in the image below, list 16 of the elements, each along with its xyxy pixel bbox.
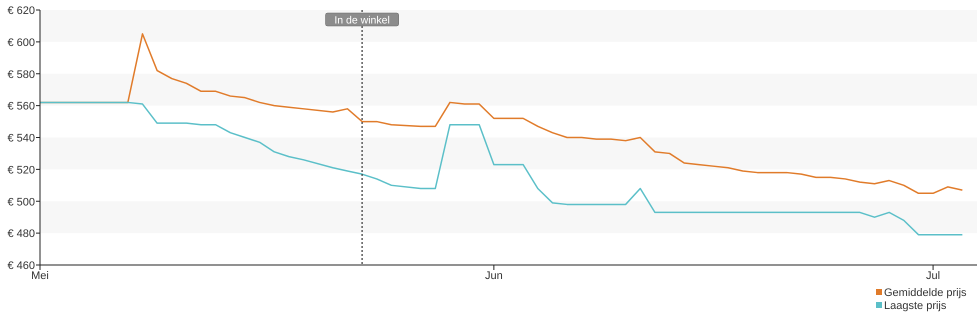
- line-series: [39, 102, 964, 236]
- y-tick-label: € 620: [7, 5, 35, 17]
- x-tick-label: Mei: [31, 270, 49, 282]
- x-tick-label: Jun: [484, 270, 503, 282]
- y-tick-label: € 480: [7, 228, 35, 240]
- y-tick-label: € 500: [7, 196, 35, 208]
- y-tick-label: € 600: [7, 36, 35, 49]
- y-tick-label: € 560: [7, 100, 35, 113]
- x-tick-label: Jul: [926, 270, 940, 282]
- y-tick-label: € 580: [7, 68, 35, 81]
- legend-label: Gemiddelde prijs: [884, 287, 968, 299]
- ref-line-label: In de winkel: [334, 14, 390, 26]
- legend-label: Laagste prijs: [884, 300, 947, 312]
- y-tick-label: € 520: [7, 164, 35, 176]
- y-tick-label: € 460: [7, 260, 35, 272]
- y-tick-label: € 540: [7, 132, 35, 144]
